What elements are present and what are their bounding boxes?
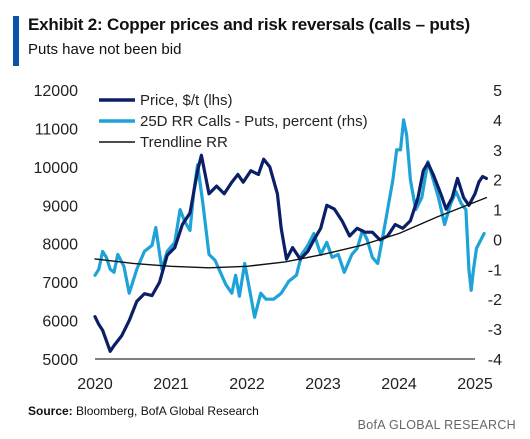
- legend-item-trendline-label: Trendline RR: [140, 134, 228, 151]
- y-right-tick-label: -3: [488, 322, 502, 339]
- y-left-tick-label: 12000: [34, 83, 79, 100]
- y-right-tick-label: -2: [488, 292, 502, 309]
- y-right-tick-label: 3: [493, 143, 502, 160]
- title-accent-bar: [13, 16, 19, 66]
- x-tick-label: 2022: [229, 376, 265, 393]
- x-tick-label: 2025: [457, 376, 493, 393]
- y-left-tick-label: 9000: [42, 198, 78, 215]
- x-tick-label: 2020: [77, 376, 113, 393]
- source-note: Source: Bloomberg, BofA Global Research: [28, 404, 259, 418]
- y-right-tick-label: 0: [493, 232, 502, 249]
- x-tick-label: 2024: [381, 376, 417, 393]
- y-right-tick-label: 5: [493, 83, 502, 100]
- legend-item-price-label: Price, $/t (lhs): [140, 92, 233, 109]
- series-layer: [93, 118, 488, 353]
- chart-legend: Price, $/t (lhs) 25D RR Calls - Puts, per…: [99, 92, 368, 151]
- brand-logo-text: BofA GLOBAL RESEARCH: [357, 418, 516, 432]
- source-label: Source:: [28, 404, 73, 418]
- y-right-tick-label: 1: [493, 203, 502, 220]
- price-series-line: [93, 153, 488, 353]
- x-tick-label: 2021: [153, 376, 189, 393]
- y-right-tick-label: -1: [488, 262, 502, 279]
- chart-subtitle: Puts have not been bid: [28, 41, 182, 58]
- legend-item-rr-label: 25D RR Calls - Puts, percent (rhs): [140, 113, 368, 130]
- y-left-tick-label: 6000: [42, 314, 78, 331]
- y-left-tick-label: 11000: [35, 121, 78, 138]
- chart-title: Exhibit 2: Copper prices and risk revers…: [28, 15, 470, 34]
- y-right-tick-label: 2: [493, 173, 502, 190]
- y-axis-left: 12000 11000 10000 9000 8000 7000 6000 5000: [34, 83, 79, 369]
- y-axis-right: 5 4 3 2 1 0 -1 -2 -3 -4: [488, 83, 502, 369]
- y-right-tick-label: 4: [493, 113, 502, 130]
- y-right-tick-label: -4: [488, 352, 502, 369]
- y-left-tick-label: 5000: [42, 352, 78, 369]
- x-tick-label: 2023: [305, 376, 341, 393]
- y-left-tick-label: 7000: [42, 275, 78, 292]
- trendline-rr-line: [94, 196, 488, 269]
- source-text: Bloomberg, BofA Global Research: [72, 404, 259, 418]
- y-left-tick-label: 10000: [34, 160, 79, 177]
- x-axis: 2020 2021 2022 2023 2024 2025: [77, 358, 493, 393]
- y-left-tick-label: 8000: [42, 237, 78, 254]
